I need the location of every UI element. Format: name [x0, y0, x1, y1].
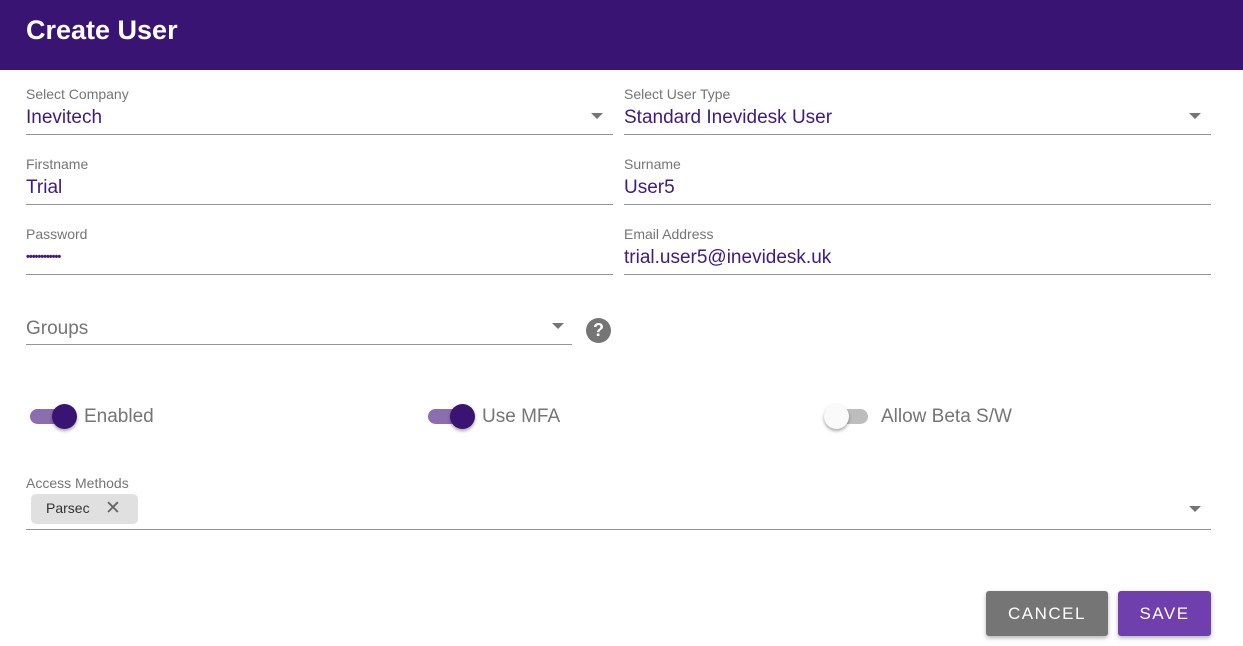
surname-label: Surname — [624, 156, 681, 172]
access-methods-select[interactable]: Access Methods — [26, 475, 1211, 546]
user-type-value: Standard Inevidesk User — [624, 107, 833, 128]
groups-placeholder: Groups — [26, 318, 89, 339]
company-label: Select Company — [26, 86, 129, 102]
help-icon[interactable]: ? — [586, 318, 611, 343]
surname-input[interactable]: Surname User5 — [624, 151, 1211, 221]
password-input[interactable]: Password •••••••••••• — [26, 221, 613, 291]
access-methods-label: Access Methods — [26, 475, 129, 491]
password-label: Password — [26, 226, 88, 242]
dropdown-arrow-icon — [1189, 113, 1201, 119]
user-type-select[interactable]: Select User Type Standard Inevidesk User — [624, 81, 1211, 151]
dialog-header: Create User — [0, 0, 1243, 70]
enabled-label: Enabled — [84, 406, 154, 427]
allow-beta-label: Allow Beta S/W — [881, 406, 1012, 427]
email-value: trial.user5@inevidesk.uk — [624, 247, 832, 268]
firstname-input[interactable]: Firstname Trial — [26, 151, 613, 221]
dropdown-arrow-icon — [552, 323, 564, 329]
groups-select[interactable]: Groups — [26, 291, 572, 361]
access-method-chip: Parsec ✕ — [31, 494, 138, 524]
email-input[interactable]: Email Address trial.user5@inevidesk.uk — [624, 221, 1211, 291]
firstname-label: Firstname — [26, 156, 89, 172]
user-type-label: Select User Type — [624, 86, 731, 102]
dropdown-arrow-icon — [591, 113, 603, 119]
password-value: •••••••••••• — [26, 251, 61, 263]
close-icon[interactable]: ✕ — [105, 498, 121, 519]
email-label: Email Address — [624, 226, 714, 242]
company-value: Inevitech — [26, 107, 103, 128]
dialog-title: Create User — [26, 15, 178, 45]
cancel-button[interactable]: CANCEL — [986, 591, 1108, 636]
save-button[interactable]: SAVE — [1118, 591, 1211, 636]
chip-label: Parsec — [46, 500, 90, 516]
dropdown-arrow-icon — [1189, 506, 1201, 512]
firstname-value: Trial — [26, 177, 63, 198]
use-mfa-label: Use MFA — [482, 406, 561, 427]
surname-value: User5 — [624, 177, 675, 198]
company-select[interactable]: Select Company Inevitech — [26, 81, 613, 151]
